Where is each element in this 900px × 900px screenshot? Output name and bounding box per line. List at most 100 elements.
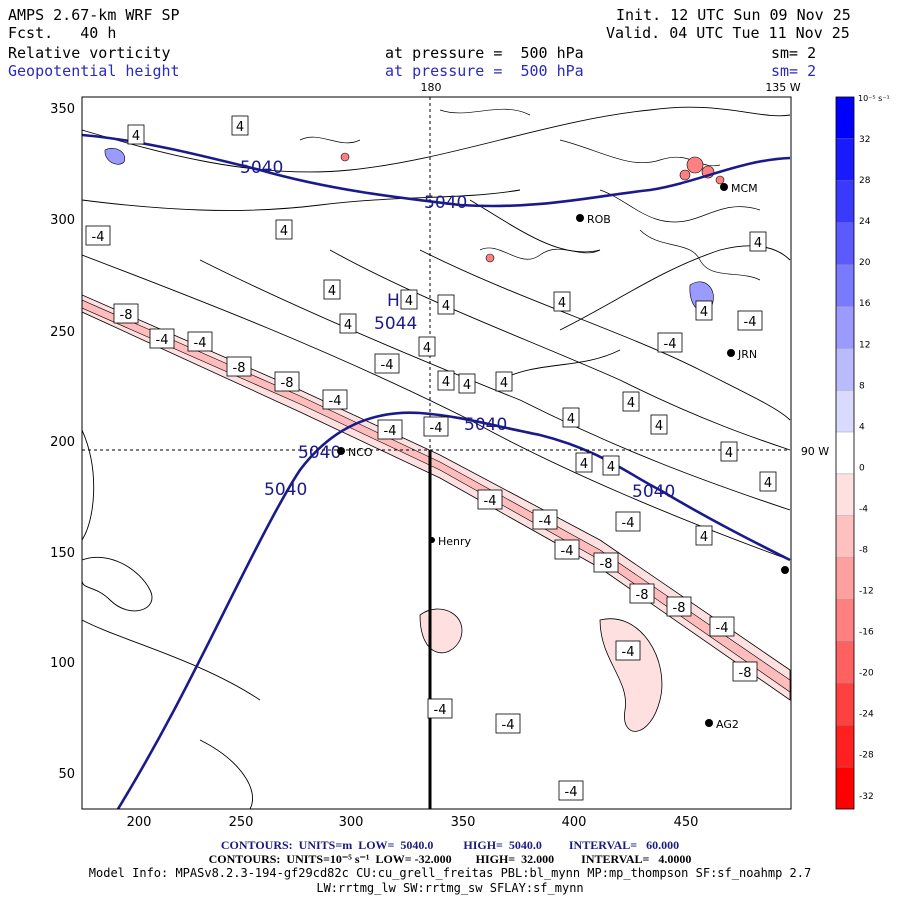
neg8-vorticity-label: -8 (281, 376, 294, 391)
pos-vorticity-label-box (749, 231, 767, 252)
colorbar-frame (835, 96, 855, 810)
pos-vorticity-label-box (562, 407, 580, 428)
model-info: Model Info: MPASv8.2.3-194-gf29cd82c CU:… (88, 866, 812, 880)
high-label: H (387, 291, 400, 311)
pos-vorticity-patch (104, 148, 126, 165)
pos-vorticity-label: 4 (558, 296, 566, 311)
neg8-vorticity-label-box (666, 596, 692, 617)
colorbar-level: 16 (859, 299, 871, 309)
neg-vorticity-label-box (477, 489, 503, 510)
pos-vorticity-label-box (323, 279, 341, 300)
colorbar-swatch (835, 348, 855, 391)
colorbar-level: 24 (859, 217, 871, 227)
station-label: MCM (731, 182, 758, 195)
y-tick-label: 150 (50, 546, 75, 561)
neg-vorticity-label-box (495, 713, 521, 734)
neg-vorticity-label-box (423, 416, 449, 437)
neg-vorticity-label-box (377, 419, 403, 440)
pos-vorticity-label: 4 (580, 457, 588, 472)
vorticity-contour-info: CONTOURS: UNITS=10⁻⁵ s⁻¹ LOW= -32.000 HI… (208, 852, 692, 866)
pos-vorticity-label: 4 (607, 460, 615, 475)
forecast-hour: Fcst. 40 h (8, 24, 117, 42)
colorbar-swatch (835, 557, 855, 600)
pos-vorticity-label: 4 (655, 419, 663, 434)
neg8-vorticity-label: -8 (636, 588, 649, 603)
station-label: NCO (348, 446, 373, 459)
x-tick-label: 400 (562, 815, 587, 830)
neg-vorticity-label: -4 (156, 333, 169, 348)
height-label: 5040 (240, 158, 283, 178)
pos-vorticity-label-box (495, 371, 513, 392)
high-value: 5044 (374, 314, 417, 334)
neg-vorticity-label-box (532, 509, 558, 530)
pos-vorticity-label: 4 (405, 294, 413, 309)
pos-vorticity-label-box (553, 291, 571, 312)
neg-vorticity-label: -4 (381, 358, 394, 373)
colorbar-swatch (835, 390, 855, 433)
height-label: 5040 (424, 193, 467, 213)
x-tick-label: 300 (339, 815, 364, 830)
pos-vorticity-label-box (275, 219, 293, 240)
neg-vorticity-patch (419, 608, 463, 654)
pos-vorticity-label-box (437, 370, 455, 391)
neg8-vorticity-label: -8 (233, 361, 246, 376)
station-label: JRN (737, 348, 757, 361)
neg-vorticity-label: -4 (664, 337, 677, 352)
pos-vorticity-label-box (650, 414, 668, 435)
neg-vorticity-label-box (737, 310, 763, 331)
map-frame (81, 96, 792, 810)
pos-vorticity-label-box (695, 525, 713, 546)
neg-vorticity-label: -4 (92, 230, 105, 245)
stations: NCO Henry AG2 MCM JRN ROB (337, 182, 789, 731)
pos-vorticity-label: 4 (463, 378, 471, 393)
neg8-vorticity-label: -8 (673, 601, 686, 616)
pos-vorticity-label-box (695, 300, 713, 321)
neg-vorticity-label: -4 (502, 718, 515, 733)
station-dot (429, 537, 435, 543)
colorbar-swatch (835, 431, 855, 475)
colorbar-level: -28 (859, 751, 874, 761)
colorbar-swatch (835, 766, 855, 810)
y-axis: 50 100 150 200 250 300 350 (50, 102, 75, 782)
neg-vorticity-label: -4 (561, 544, 574, 559)
station-dot (781, 566, 789, 574)
colorbar-level: 4 (859, 422, 865, 432)
pos-vorticity-label-box (339, 313, 357, 334)
neg8-vorticity-label: -8 (600, 557, 613, 572)
neg-vorticity-label: -4 (622, 516, 635, 531)
x-tick-label: 350 (451, 815, 476, 830)
station-dot (720, 183, 728, 191)
colorbar-swatch (835, 222, 855, 265)
height-labels: 5040 5040 5040 5040 5040 5040 H 5044 (240, 158, 675, 502)
neg-vorticity-label: -4 (384, 424, 397, 439)
neg-vorticity-label: -4 (484, 494, 497, 509)
pos-vorticity-label-box (622, 391, 640, 412)
colorbar-level: 32 (859, 135, 870, 145)
colorbar-level: 20 (859, 258, 871, 268)
colorbar-swatch (835, 641, 855, 684)
colorbar-swatch (835, 96, 855, 140)
neg8-vorticity-label-box (629, 583, 655, 604)
colorbar-swatch (835, 725, 855, 768)
neg-vorticity-label-box (657, 332, 683, 353)
x-tick-label: 450 (674, 815, 699, 830)
vorticity-contours (82, 106, 791, 809)
lon-180-label: 180 (421, 81, 442, 94)
pos-vorticity-label-box (127, 124, 145, 145)
colorbar-level: 28 (859, 176, 871, 186)
height-label: 5040 (464, 415, 507, 435)
colorbar-swatch (835, 515, 855, 558)
field1-smoothing: sm= 2 (771, 44, 817, 62)
height-label: 5040 (298, 443, 341, 463)
neg8-vorticity-label-box (226, 356, 252, 377)
neg-vorticity-label: -4 (329, 394, 342, 409)
colorbar-swatch (835, 683, 855, 726)
pos-vorticity-label-box (437, 294, 455, 315)
neg-vorticity-label: -4 (430, 421, 443, 436)
field2-name: Geopotential height (8, 62, 180, 80)
pos-vorticity-label: 4 (423, 341, 431, 356)
colorbar-level: -24 (859, 710, 874, 720)
neg-vorticity-label-box (427, 698, 453, 719)
neg8-vorticity-label-box (113, 303, 139, 324)
